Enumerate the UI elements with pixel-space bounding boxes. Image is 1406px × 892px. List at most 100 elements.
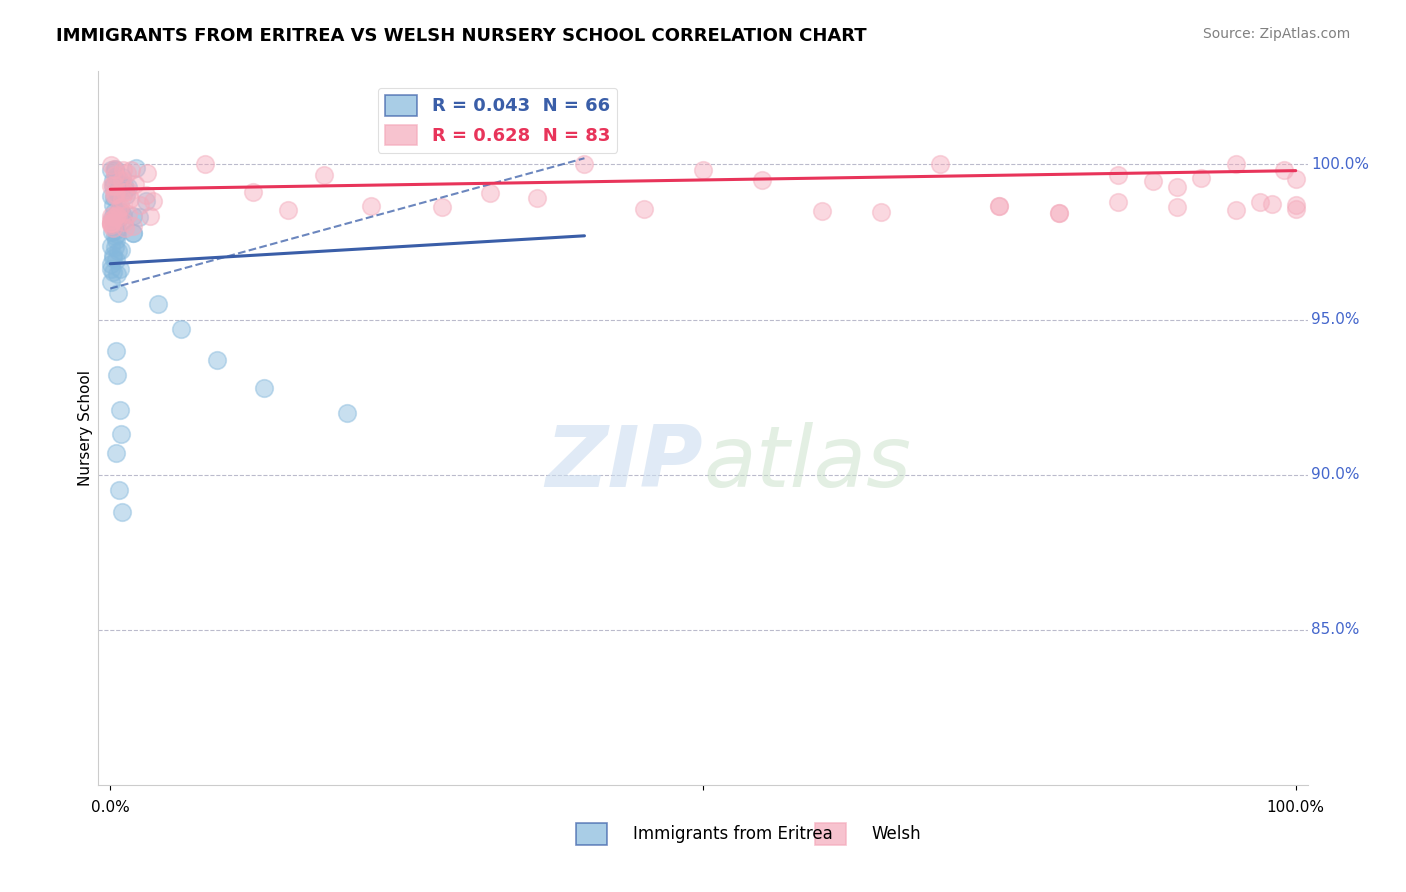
Point (100, 211, 122, 225)
Point (110, 178, 132, 192)
Point (135, 187, 157, 202)
Point (526, 191, 548, 205)
Point (478, 186, 501, 200)
Point (1047, 206, 1070, 220)
Text: atlas: atlas (703, 422, 911, 506)
Point (810, 204, 832, 219)
Point (1285, 171, 1308, 186)
Text: Welsh: Welsh (872, 825, 921, 843)
Text: 100.0%: 100.0% (1267, 800, 1324, 815)
Point (105, 215, 128, 229)
Point (1189, 171, 1212, 186)
Point (108, 172, 131, 186)
Point (170, 322, 193, 336)
Point (114, 185, 136, 199)
Point (100, 239, 122, 253)
Point (100, 216, 122, 230)
Point (120, 163, 142, 178)
Point (136, 166, 159, 180)
Point (112, 215, 135, 229)
Point (253, 381, 276, 395)
Point (110, 204, 132, 219)
Point (432, 200, 454, 214)
Point (122, 226, 145, 240)
Point (194, 157, 217, 171)
Point (100, 210, 122, 224)
Point (100, 219, 122, 233)
Point (1272, 163, 1295, 178)
Point (142, 194, 165, 209)
Point (111, 173, 134, 187)
Text: 90.0%: 90.0% (1312, 467, 1360, 483)
Point (105, 183, 128, 197)
Point (104, 212, 127, 227)
Point (103, 190, 125, 204)
Point (107, 483, 129, 498)
Point (107, 209, 129, 223)
Point (929, 157, 952, 171)
Point (139, 209, 162, 223)
Point (101, 225, 124, 239)
Point (103, 205, 125, 219)
Point (277, 202, 299, 217)
Point (242, 185, 264, 199)
Point (104, 179, 127, 194)
Point (104, 233, 127, 247)
Point (104, 163, 127, 178)
Point (105, 368, 128, 383)
Point (104, 161, 127, 176)
Point (108, 402, 131, 417)
Point (146, 297, 169, 311)
Point (104, 240, 127, 254)
Point (103, 178, 125, 193)
Text: 85.0%: 85.0% (1312, 623, 1360, 637)
Point (1249, 194, 1271, 209)
Point (312, 168, 335, 182)
Point (114, 183, 136, 197)
Point (111, 163, 134, 178)
Point (105, 446, 128, 460)
Point (692, 163, 714, 178)
Point (103, 252, 125, 266)
Point (100, 212, 122, 227)
Point (128, 198, 150, 212)
Point (103, 179, 125, 194)
Point (111, 192, 134, 206)
Y-axis label: Nursery School: Nursery School (77, 370, 93, 486)
Point (135, 194, 157, 208)
Point (104, 209, 127, 223)
Point (104, 187, 127, 202)
Point (111, 214, 134, 228)
Point (100, 178, 122, 193)
Point (100, 189, 122, 203)
Point (112, 178, 135, 192)
Point (869, 205, 891, 219)
Point (107, 211, 129, 225)
Text: 100.0%: 100.0% (1312, 157, 1369, 172)
Point (112, 209, 135, 223)
Point (633, 202, 655, 217)
Point (103, 210, 125, 224)
Point (1166, 200, 1188, 214)
Point (104, 215, 127, 229)
Point (104, 229, 127, 244)
Point (110, 243, 132, 257)
Point (105, 268, 128, 282)
Point (1107, 169, 1129, 183)
Point (111, 505, 134, 519)
Point (103, 247, 125, 261)
Point (110, 427, 132, 442)
Text: IMMIGRANTS FROM ERITREA VS WELSH NURSERY SCHOOL CORRELATION CHART: IMMIGRANTS FROM ERITREA VS WELSH NURSERY… (56, 27, 868, 45)
Point (105, 215, 128, 229)
Point (336, 406, 359, 420)
Point (100, 261, 122, 276)
Point (124, 177, 146, 191)
Point (100, 256, 122, 270)
Point (103, 220, 125, 235)
Point (1261, 197, 1284, 211)
Point (105, 227, 128, 241)
Point (100, 159, 122, 173)
Point (114, 187, 136, 202)
Point (205, 352, 228, 367)
Point (103, 188, 125, 202)
